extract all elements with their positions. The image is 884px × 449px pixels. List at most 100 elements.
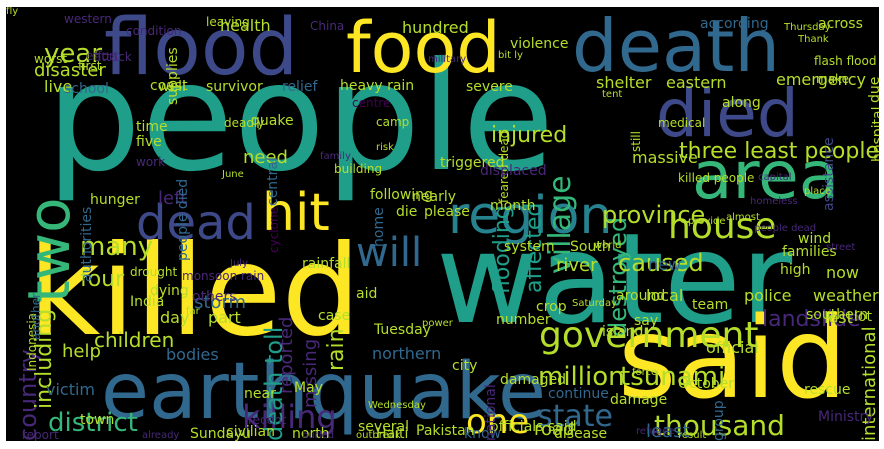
word-cloud-word: region (448, 186, 613, 246)
word-cloud-word: southern (806, 307, 869, 323)
word-cloud-word: least (646, 421, 690, 441)
word-cloud-word: river (556, 255, 598, 276)
word-cloud-word: survivor (206, 79, 263, 95)
word-cloud-word: case (318, 308, 351, 324)
word-cloud-word: Ministry (818, 409, 874, 425)
word-cloud-word: western (64, 12, 112, 26)
word-cloud-word: severe (466, 79, 513, 95)
word-cloud-word: province (602, 201, 706, 229)
word-cloud-word: victim (46, 380, 96, 399)
word-cloud-word: central (265, 157, 281, 206)
word-cloud-word: government (539, 315, 759, 356)
word-cloud-word: effort (86, 49, 119, 63)
word-cloud-word: well (158, 79, 186, 95)
word-cloud-word: health (220, 16, 271, 35)
word-cloud-word: hundred (402, 18, 469, 37)
word-cloud-word: continue (548, 386, 609, 402)
word-cloud-word: four (80, 267, 125, 292)
word-cloud-word: high (780, 262, 811, 278)
word-cloud-word: group (711, 400, 727, 441)
word-cloud-word: need (243, 147, 288, 168)
word-cloud-word: outbreak (356, 430, 401, 441)
word-cloud-word: state (537, 399, 613, 434)
word-cloud-word: family (320, 151, 351, 162)
word-cloud-word: food (346, 7, 501, 89)
word-cloud-word: according (700, 16, 769, 32)
word-cloud-word: make (816, 72, 849, 86)
word-cloud-word: hospital (870, 106, 879, 162)
word-cloud-word: u (242, 426, 251, 441)
word-cloud-word: missing (300, 338, 321, 408)
word-cloud-word: bit ly (498, 50, 523, 61)
word-cloud-word: officials said (490, 419, 577, 435)
word-cloud-word: landslide (762, 307, 861, 332)
word-cloud-word: year (44, 39, 103, 69)
word-cloud-word: die (396, 204, 418, 220)
word-cloud-word: fly (6, 7, 19, 17)
word-cloud-word: five (136, 134, 162, 150)
word-cloud-word: worst (34, 52, 68, 66)
word-cloud-word: drought (130, 265, 178, 279)
word-cloud-word: first (78, 59, 102, 73)
word-cloud-word: killed (28, 219, 361, 364)
word-cloud-word: time (136, 119, 168, 135)
word-cloud-word: children (94, 328, 175, 352)
word-cloud-word: building (334, 162, 383, 176)
word-cloud-word: say (634, 313, 659, 329)
word-cloud-word: far (186, 306, 200, 317)
word-cloud-word: caused (618, 249, 704, 277)
word-cloud-word: damage (610, 392, 668, 408)
word-cloud-word: centre (352, 96, 391, 110)
word-cloud-word: north (292, 426, 330, 441)
word-cloud-word: around (616, 288, 666, 304)
word-cloud: people water killed earthquake said flood food… (6, 7, 879, 441)
word-cloud-word: capital (758, 172, 792, 183)
word-cloud-word: wind (798, 231, 832, 247)
word-cloud-word: million (538, 362, 625, 392)
word-cloud-word: following (370, 187, 433, 203)
word-cloud-word: violence (510, 36, 569, 52)
word-cloud-word: three least people (679, 139, 879, 164)
word-cloud-word: still (629, 131, 643, 152)
word-cloud-word: attack (94, 50, 132, 64)
word-cloud-word: May (294, 380, 323, 396)
word-cloud-word: near (244, 386, 276, 402)
word-cloud-word: June (222, 169, 244, 180)
word-cloud-word: city (452, 358, 478, 374)
word-cloud-word: water (436, 207, 793, 352)
word-cloud-word: rain (324, 328, 349, 371)
word-cloud-word: town (80, 412, 115, 428)
word-cloud-word: China (310, 19, 345, 33)
word-cloud-word: said (618, 294, 848, 424)
word-cloud-word: flood (104, 7, 299, 93)
word-cloud-word: others (192, 289, 237, 305)
word-cloud-word: road (534, 419, 575, 440)
word-cloud-word: disease (554, 426, 608, 441)
word-cloud-word: force (632, 367, 658, 378)
word-cloud-word: hit (262, 183, 330, 243)
word-cloud-word: dying (150, 283, 189, 299)
word-cloud-word: eastern (666, 73, 727, 92)
word-cloud-word: camp (376, 115, 410, 129)
word-cloud-word: power (422, 318, 453, 329)
word-cloud-word: world (594, 240, 622, 251)
word-cloud-word: provide (688, 216, 726, 227)
word-cloud-word: team (692, 297, 729, 313)
word-cloud-word: work (136, 155, 166, 169)
word-cloud-word: Haiti (376, 426, 409, 441)
word-cloud-word: result (678, 430, 707, 441)
word-cloud-word: displaced (480, 163, 547, 179)
word-cloud-word: national (483, 384, 499, 441)
word-cloud-word: police (744, 286, 792, 305)
word-cloud-word: disaster (34, 60, 106, 81)
word-cloud-word: recent (248, 413, 287, 427)
word-cloud-word: October (678, 376, 735, 392)
word-cloud-word: day (160, 308, 190, 327)
word-cloud-word: month (490, 198, 536, 214)
word-cloud-word: Sunday (190, 426, 243, 441)
word-cloud-word: help (62, 341, 101, 362)
word-cloud-word: several (358, 419, 410, 435)
word-cloud-word: along (722, 95, 761, 111)
word-cloud-word: flash flood (814, 54, 877, 68)
word-cloud-word: injured (491, 123, 568, 148)
